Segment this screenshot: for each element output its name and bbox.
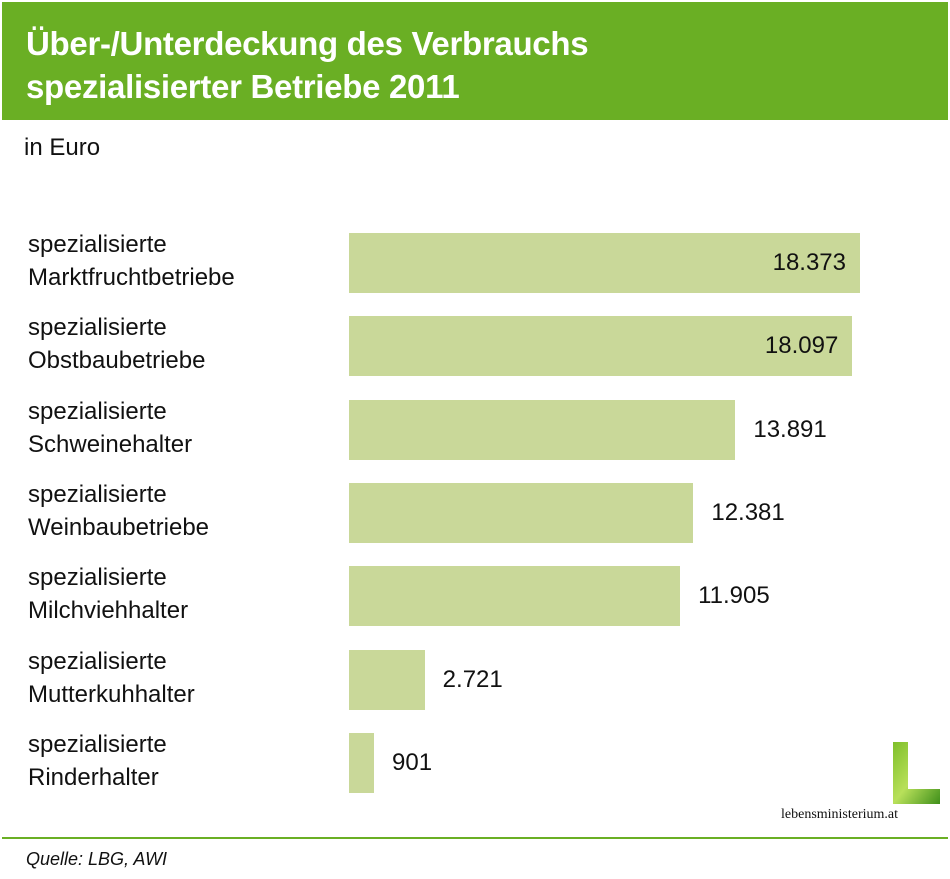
chart-title: Über-/Unterdeckung des Verbrauchs spezia… xyxy=(26,22,589,108)
title-line-2: spezialisierter Betriebe 2011 xyxy=(26,68,460,105)
category-label-line-1: spezialisierte xyxy=(28,647,167,675)
category-label-line-1: spezialisierte xyxy=(28,397,167,425)
bar xyxy=(349,399,736,460)
bar-chart: spezialisierte Marktfruchtbetriebe 18.373 s… xyxy=(0,225,950,805)
unit-subtitle: in Euro xyxy=(24,134,101,161)
bar xyxy=(349,482,694,543)
lebensministerium-logo-icon xyxy=(893,742,940,804)
title-banner: Über-/Unterdeckung des Verbrauchs spezia… xyxy=(2,2,948,120)
bar xyxy=(349,649,425,710)
category-label: spezialisierte Marktfruchtbetriebe xyxy=(28,228,235,294)
value-label: 901 xyxy=(392,748,433,776)
footer-divider xyxy=(2,837,948,839)
value-label: 12.381 xyxy=(711,498,785,526)
category-label-line-2: Marktfruchtbetriebe xyxy=(28,264,235,291)
value-label: 11.905 xyxy=(698,582,770,610)
category-label-line-1: spezialisierte xyxy=(28,480,167,508)
value-label: 2.721 xyxy=(442,665,503,693)
category-label: spezialisierte Rinderhalter xyxy=(28,728,167,794)
category-label: spezialisierte Schweinehalter xyxy=(28,395,192,461)
category-label-line-2: Mutterkuhhalter xyxy=(28,680,195,708)
category-label-line-1: spezialisierte xyxy=(28,730,167,758)
category-label-line-1: spezialisierte xyxy=(28,564,167,592)
category-label-line-2: Weinbaubetriebe xyxy=(28,513,210,541)
value-label: 18.373 xyxy=(772,249,846,276)
value-label: 18.097 xyxy=(764,332,839,360)
category-label-line-2: Milchviehhalter xyxy=(28,597,189,625)
source-note: Quelle: LBG, AWI xyxy=(26,849,168,869)
category-label-line-2: Obstbaubetriebe xyxy=(28,347,206,375)
category-label-line-1: spezialisierte xyxy=(28,231,167,258)
bar xyxy=(349,566,681,627)
category-label-line-2: Schweinehalter xyxy=(28,430,193,458)
category-label: spezialisierte Obstbaubetriebe xyxy=(28,311,205,377)
logo-text: lebensministerium.at xyxy=(781,807,899,822)
category-label: spezialisierte Milchviehhalter xyxy=(28,561,188,627)
category-label: spezialisierte Weinbaubetriebe xyxy=(28,478,209,544)
bar xyxy=(349,233,860,293)
category-label-line-2: Rinderhalter xyxy=(28,763,159,791)
category-label-line-1: spezialisierte xyxy=(28,314,167,342)
bar xyxy=(349,732,375,793)
value-label: 13.891 xyxy=(753,415,827,443)
bar xyxy=(349,316,853,377)
title-line-1: Über-/Unterdeckung des Verbrauchs xyxy=(26,25,589,62)
category-label: spezialisierte Mutterkuhhalter xyxy=(28,645,195,711)
